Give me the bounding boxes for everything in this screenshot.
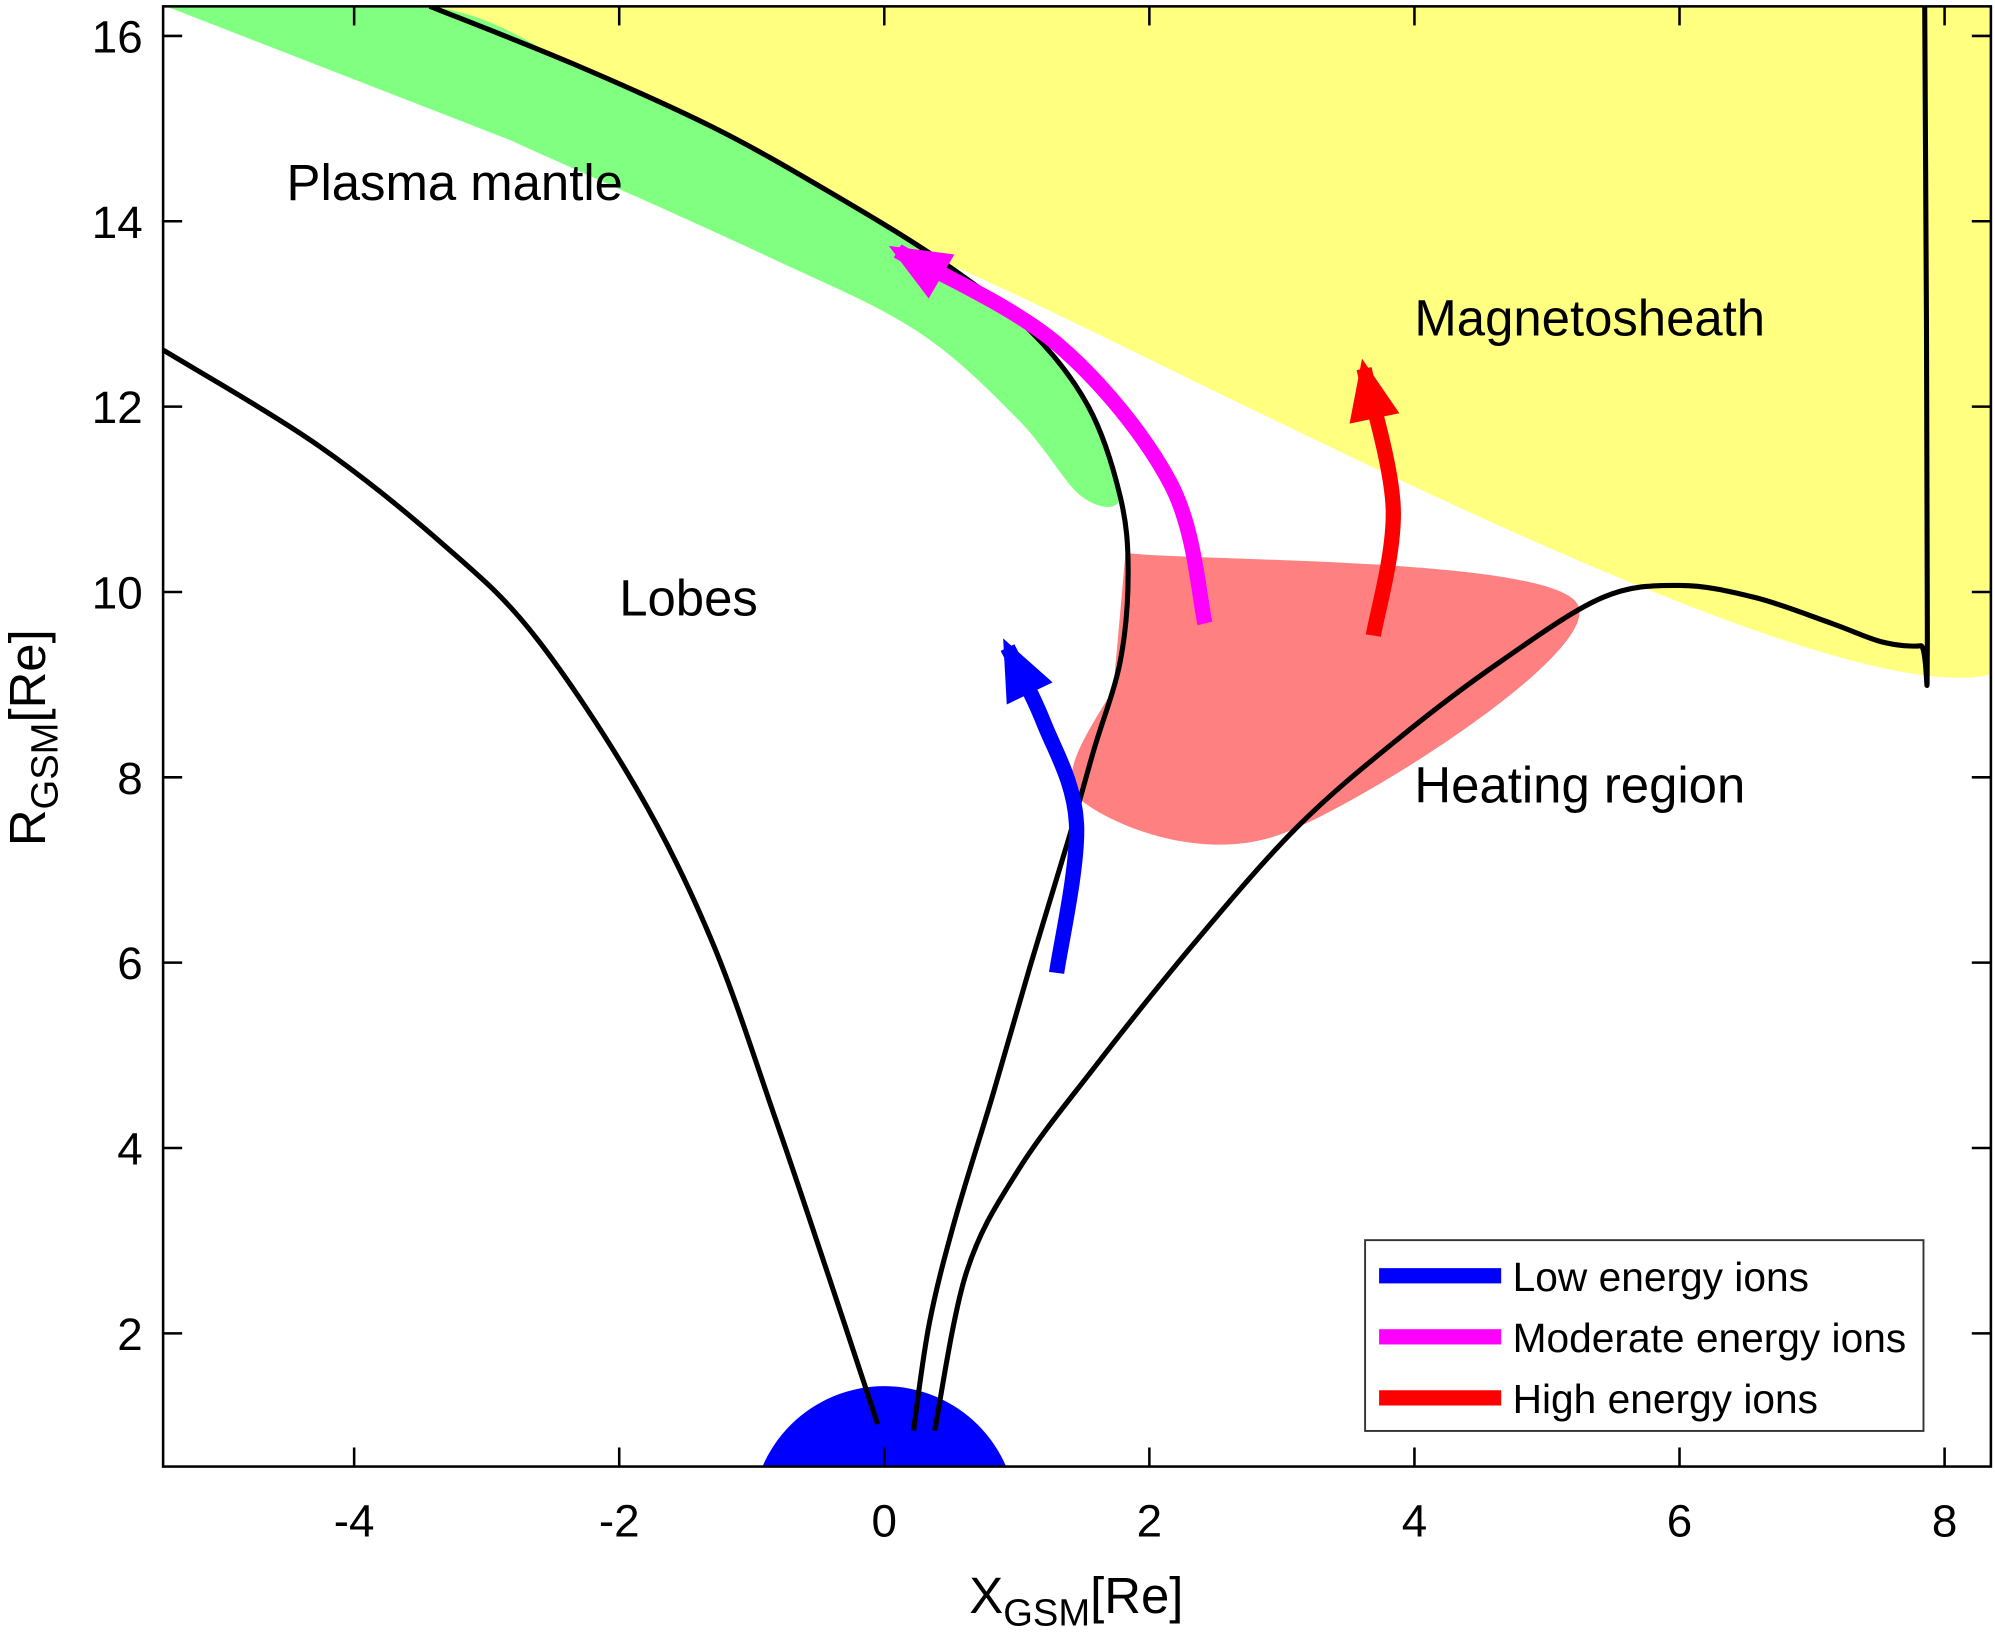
high-energy-arrow-head	[1349, 358, 1400, 424]
x-tick-label: 8	[1932, 1496, 1957, 1547]
x-tick-label: -4	[334, 1496, 375, 1547]
y-tick-label: 16	[92, 11, 143, 62]
low-energy-arrow-head	[1003, 638, 1053, 705]
legend-swatch	[1379, 1268, 1502, 1284]
legend-label: Moderate energy ions	[1513, 1315, 1907, 1361]
x-tick-label: 4	[1402, 1496, 1427, 1547]
legend-label: High energy ions	[1513, 1376, 1818, 1422]
x-axis-label: XGSM[Re]	[969, 1567, 1183, 1635]
legend: Low energy ions Moderate energy ions High …	[1364, 1239, 1925, 1432]
moderate-energy-arrow	[893, 244, 1213, 626]
legend-swatch	[1379, 1329, 1502, 1345]
y-tick-label: 14	[92, 197, 143, 248]
x-tick-label: 2	[1137, 1496, 1162, 1547]
axes-box	[161, 5, 1993, 1468]
x-tick-label: -2	[599, 1496, 640, 1547]
earth	[762, 1386, 1007, 1467]
y-tick-label: 2	[117, 1309, 142, 1360]
lobe-boundary-left	[163, 347, 881, 1425]
legend-swatch	[1379, 1390, 1502, 1406]
moderate-energy-arrow-head	[888, 245, 955, 299]
heating-region-region	[1071, 553, 1580, 845]
y-tick-label: 12	[92, 382, 143, 433]
x-tick-label: 0	[872, 1496, 897, 1547]
region-label: Magnetosheath	[1414, 289, 1765, 346]
y-tick-label: 4	[117, 1124, 142, 1175]
magnetosheath-region	[429, 6, 1991, 678]
y-tick-label: 6	[117, 938, 142, 989]
magnetopause	[428, 6, 1131, 1432]
region-label: Plasma mantle	[287, 154, 623, 211]
y-tick-label: 8	[117, 753, 142, 804]
region-label: Lobes	[619, 569, 758, 626]
region-label: Heating region	[1414, 757, 1745, 814]
x-tick-label: 6	[1667, 1496, 1692, 1547]
y-axis-label: RGSM[Re]	[0, 629, 67, 846]
plasma-sheet-boundary	[932, 6, 1931, 1432]
y-tick-label: 10	[92, 568, 143, 619]
legend-label: Low energy ions	[1513, 1254, 1809, 1300]
